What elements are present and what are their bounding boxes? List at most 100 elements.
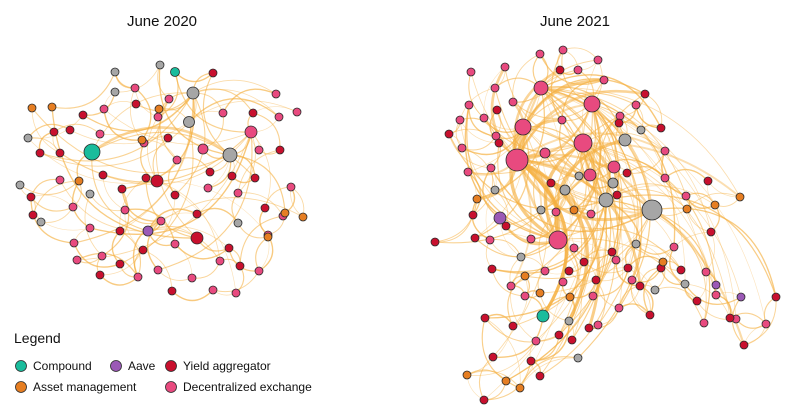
june-2021-edge bbox=[434, 142, 584, 244]
june-2020-edge bbox=[212, 270, 260, 293]
june-2020-node-asset-management bbox=[47, 102, 57, 112]
june-2020-edge bbox=[119, 177, 147, 232]
june-2021-edge bbox=[519, 87, 571, 389]
june-2020-node-decentralized-exchange bbox=[286, 182, 296, 192]
june-2021-node-decentralized-exchange bbox=[505, 148, 529, 172]
june-2021-node-yield-aggregator bbox=[591, 275, 601, 285]
june-2021-node-yield-aggregator bbox=[771, 292, 781, 302]
june-2021-edge bbox=[491, 199, 607, 273]
june-2020-edge bbox=[32, 180, 80, 216]
june-2021-node-decentralized-exchange bbox=[701, 267, 711, 277]
june-2021-edge bbox=[467, 87, 542, 173]
june-2020-edge bbox=[146, 220, 162, 271]
june-2021-node-aave bbox=[711, 280, 721, 290]
june-2020-edge bbox=[202, 72, 231, 156]
june-2020-node-yield-aggregator bbox=[250, 173, 260, 183]
june-2021-edge bbox=[474, 126, 525, 239]
june-2021-edge bbox=[459, 87, 496, 121]
june-2021-node-asset-management bbox=[462, 370, 472, 380]
june-2021-node-unclassified bbox=[650, 285, 660, 295]
june-2021-node-asset-management bbox=[520, 271, 530, 281]
june-2021-edge bbox=[570, 209, 585, 263]
june-2021-node-decentralized-exchange bbox=[586, 209, 596, 219]
june-2020-node-unclassified bbox=[36, 217, 46, 227]
legend-item-decentralized-exchange: Decentralized exchange bbox=[165, 380, 312, 394]
legend-item-aave: Aave bbox=[110, 359, 156, 373]
june-2020-node-decentralized-exchange bbox=[69, 238, 79, 248]
june-2021-edge bbox=[651, 209, 711, 324]
june-2020-node-yield-aggregator bbox=[65, 125, 75, 135]
june-2021-edge bbox=[520, 103, 602, 258]
june-2021-edge bbox=[538, 211, 557, 272]
june-2020-edge bbox=[174, 243, 230, 260]
legend-swatch-compound bbox=[15, 360, 27, 372]
june-2021-edge bbox=[562, 47, 599, 61]
june-2020-node-decentralized-exchange bbox=[254, 145, 264, 155]
june-2020-node-decentralized-exchange bbox=[156, 216, 166, 226]
june-2020-edge bbox=[91, 126, 231, 156]
june-2020-node-aave bbox=[142, 225, 154, 237]
june-2020-node-asset-management bbox=[280, 208, 290, 218]
june-2021-edge bbox=[568, 199, 607, 272]
june-2021-edge bbox=[540, 87, 741, 198]
june-2020-edge bbox=[103, 108, 252, 145]
june-2021-edge bbox=[601, 122, 620, 201]
june-2021-node-yield-aggregator bbox=[579, 257, 589, 267]
june-2020-node-asset-management bbox=[154, 104, 164, 114]
june-2021-node-unclassified bbox=[573, 353, 583, 363]
june-2021-node-yield-aggregator bbox=[607, 247, 617, 257]
june-2021-node-yield-aggregator bbox=[656, 123, 666, 133]
june-2020-edge bbox=[222, 88, 277, 114]
june-2021-edge bbox=[651, 209, 707, 324]
june-2021-edge bbox=[591, 103, 767, 325]
june-2021-edge bbox=[492, 315, 544, 358]
june-2020-edge bbox=[250, 131, 271, 209]
june-2020-edge bbox=[258, 236, 270, 272]
june-2021-node-yield-aggregator bbox=[480, 313, 490, 323]
june-2021-edge bbox=[540, 87, 612, 341]
june-2021-node-decentralized-exchange bbox=[531, 336, 541, 346]
june-2020-edge bbox=[103, 100, 137, 110]
june-2020-node-decentralized-exchange bbox=[120, 205, 130, 215]
june-2021-node-unclassified bbox=[536, 205, 546, 215]
june-2020-node-yield-aggregator bbox=[190, 231, 204, 245]
june-2021-edge bbox=[605, 194, 777, 298]
june-2020-node-yield-aggregator bbox=[150, 174, 164, 188]
june-2020-node-decentralized-exchange bbox=[55, 175, 65, 185]
june-2020-edge bbox=[99, 249, 144, 276]
june-2021-node-yield-aggregator bbox=[554, 330, 564, 340]
june-2021-node-decentralized-exchange bbox=[558, 277, 568, 287]
june-2021-edge bbox=[539, 53, 605, 86]
june-2021-edge bbox=[483, 103, 598, 401]
june-2020-edge bbox=[147, 228, 221, 262]
june-2021-node-yield-aggregator bbox=[508, 321, 518, 331]
june-2021-edge bbox=[539, 209, 653, 294]
june-2020-node-yield-aggregator bbox=[248, 108, 258, 118]
legend-swatch-yield-aggregator bbox=[165, 360, 177, 372]
june-2020-edge bbox=[32, 214, 91, 231]
june-2021-node-yield-aggregator bbox=[526, 356, 536, 366]
june-2021-node-yield-aggregator bbox=[494, 138, 504, 148]
june-2020-edge bbox=[147, 208, 198, 232]
june-2021-node-decentralized-exchange bbox=[457, 143, 467, 153]
june-2021-edge bbox=[557, 227, 682, 271]
legend-label-asset-management: Asset management bbox=[33, 380, 137, 394]
june-2020-edge bbox=[19, 180, 80, 196]
june-2021-node-decentralized-exchange bbox=[631, 100, 641, 110]
june-2020-edge bbox=[188, 100, 298, 123]
june-2021-node-decentralized-exchange bbox=[490, 83, 500, 93]
june-2021-edge bbox=[561, 79, 605, 121]
june-2021-edge bbox=[539, 199, 616, 377]
june-2020-edge bbox=[237, 192, 284, 217]
june-2021-edge bbox=[468, 104, 497, 137]
june-2021-edge bbox=[662, 231, 712, 263]
legend-label-aave: Aave bbox=[128, 359, 156, 373]
june-2020-node-decentralized-exchange bbox=[97, 251, 107, 261]
june-2021-node-yield-aggregator bbox=[706, 227, 716, 237]
june-2021-node-yield-aggregator bbox=[584, 323, 594, 333]
june-2021-edge bbox=[484, 317, 521, 389]
june-2021-node-asset-management bbox=[735, 192, 745, 202]
june-2020-node-yield-aggregator bbox=[115, 226, 125, 236]
june-2020-node-unclassified bbox=[15, 180, 25, 190]
june-2020-node-decentralized-exchange bbox=[99, 104, 109, 114]
